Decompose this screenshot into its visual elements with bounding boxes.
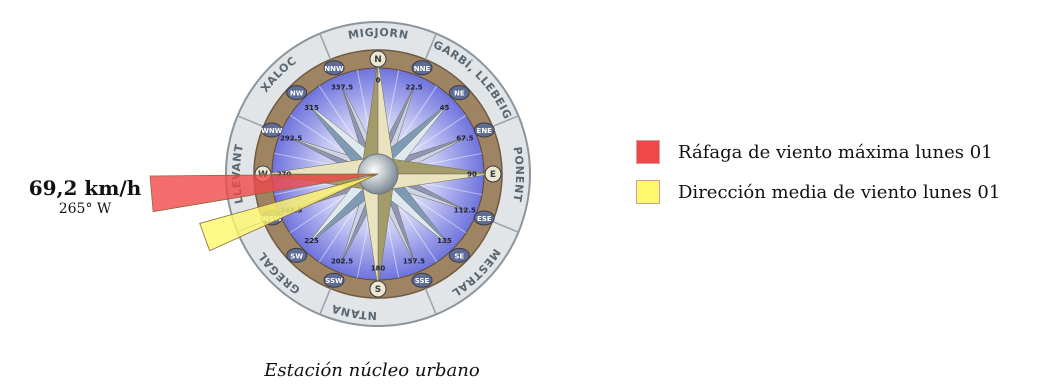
compass-point-badge [369,280,387,298]
compass-point-badge [286,247,308,263]
max-gust-wedge [149,173,379,213]
legend-item-mean: Dirección media de viento lunes 01 [636,178,1000,206]
compass-point-ssw: SSW [325,277,343,285]
compass-point-n: N [374,55,382,65]
degree-label: 22.5 [405,84,422,92]
compass-point-s: S [375,285,381,295]
ring-label-ponent: PONENT [510,146,526,203]
chart-legend: Ráfaga de viento máxima lunes 01 Direcci… [636,138,1000,218]
legend-swatch-gust [636,140,660,164]
wind-readout: 69,2 km/h 265° W [20,176,150,218]
compass-point-badge [323,272,345,288]
compass-point-badge [411,60,433,76]
ring-divider [424,33,437,60]
compass-point-ene: ENE [477,127,493,135]
ring-divider [319,288,332,315]
mean-direction-wedge [199,173,379,252]
compass-point-badge [448,247,470,263]
compass-point-e: E [490,170,496,180]
wind-series-layer [149,173,379,252]
compass-point-sse: SSE [415,277,430,285]
wind-direction-value: 265° W [58,201,112,217]
ring-divider [237,115,264,128]
degree-label: 0 [376,77,381,85]
degree-label: 90 [467,171,477,179]
ring-divider [424,288,437,315]
legend-label-mean: Dirección media de viento lunes 01 [678,181,1001,203]
compass-point-badge [473,210,495,226]
degree-label: 67.5 [456,135,473,143]
ring-divider [319,33,332,60]
compass-point-wnw: WNW [261,127,283,135]
degree-label: 180 [371,265,386,273]
degree-label: 202.5 [331,257,353,265]
degree-label: 135 [437,237,452,245]
wind-speed-value: 69,2 km/h [28,176,142,200]
legend-label-gust: Ráfaga de viento máxima lunes 01 [678,141,993,163]
degree-label: 292.5 [280,135,302,143]
ring-divider [492,115,519,128]
degree-label: 337.5 [331,84,353,92]
compass-point-badge [261,122,283,138]
compass-point-ne: NE [454,90,465,98]
compass-point-se: SE [454,252,464,260]
compass-point-badge [411,272,433,288]
legend-item-gust: Ráfaga de viento máxima lunes 01 [636,138,1000,166]
compass-point-nw: NW [290,90,304,98]
compass-point-badge [369,50,387,68]
degree-label: 112.5 [454,206,476,214]
compass-point-nne: NNE [414,65,431,73]
compass-point-ese: ESE [477,215,492,223]
legend-swatch-mean [636,180,660,204]
compass-point-badge [473,122,495,138]
degree-label: 315 [304,104,319,112]
degree-label: 45 [440,104,450,112]
compass-point-nnw: NNW [324,65,344,73]
compass-point-badge [286,85,308,101]
ring-divider [492,220,519,233]
degree-label: 225 [304,237,319,245]
ring-label-migjorn: MIGJORN [347,26,410,42]
compass-point-sw: SW [290,252,303,260]
compass-point-badge [323,60,345,76]
compass-point-badge [448,85,470,101]
compass-point-badge [484,165,502,183]
station-caption: Estación núcleo urbano [264,360,480,381]
degree-label: 157.5 [403,257,425,265]
